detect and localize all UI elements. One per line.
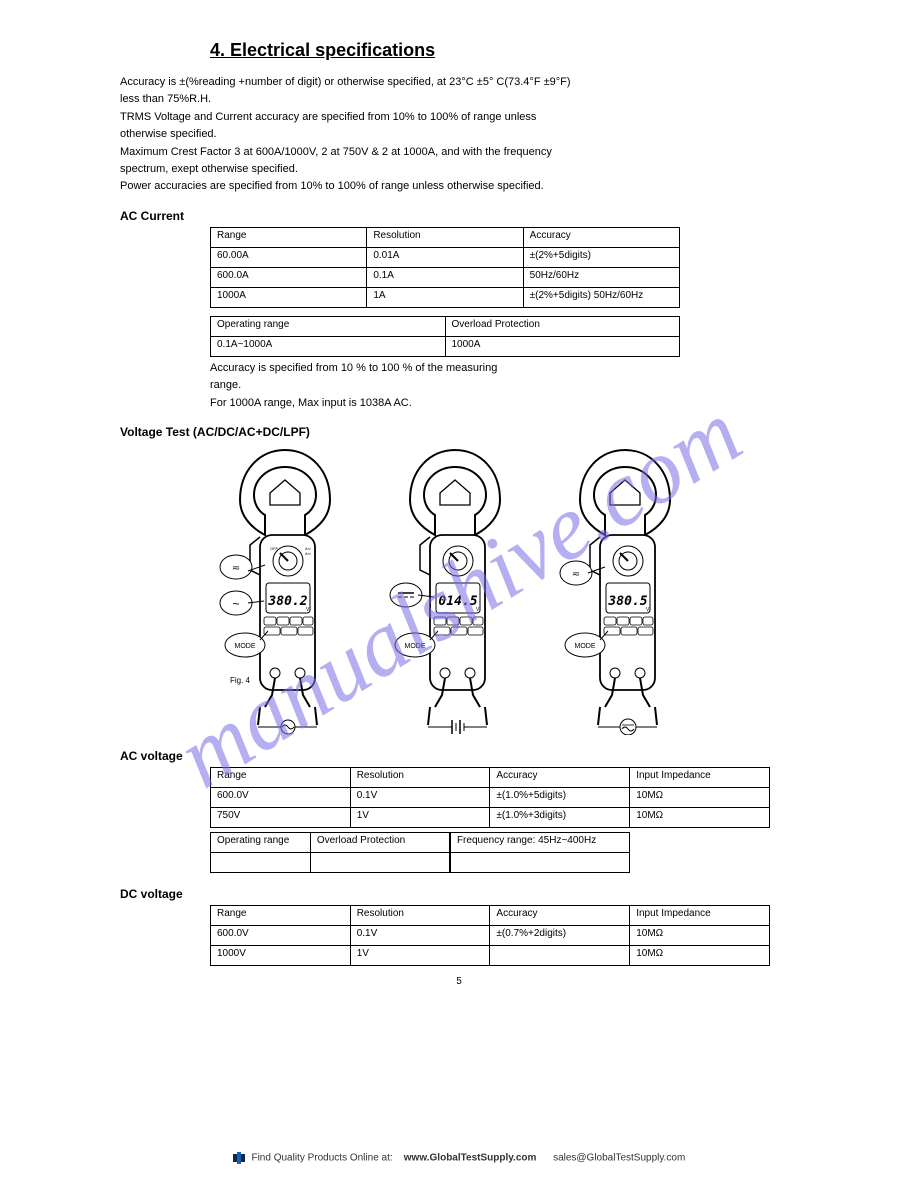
ac-voltage-table: Range Resolution Accuracy Input Impedanc… xyxy=(210,767,770,828)
cell: 10MΩ xyxy=(630,945,770,965)
mode-bubble-icon: ~ xyxy=(232,597,239,611)
dial-bubble-icon: ≂ xyxy=(232,563,240,574)
ac-current-note: range. xyxy=(210,378,828,393)
th-range: Range xyxy=(211,227,367,247)
cell: 1000V xyxy=(211,945,351,965)
th-op-range: Operating range xyxy=(211,316,446,336)
cell: ±(1.0%+5digits) xyxy=(490,787,630,807)
cell: 10MΩ xyxy=(630,925,770,945)
page-number: 5 xyxy=(90,976,828,987)
ac-current-table: Range Resolution Accuracy 60.00A 0.01A ±… xyxy=(210,227,680,308)
intro-line: TRMS Voltage and Current accuracy are sp… xyxy=(120,110,828,125)
th: Input Impedance xyxy=(630,767,770,787)
th: Accuracy xyxy=(490,767,630,787)
cell: 10MΩ xyxy=(630,807,770,827)
mode-bubble-icon: ≂ xyxy=(572,569,580,580)
ac-current-table-b: Operating range Overload Protection 0.1A… xyxy=(210,316,680,357)
cell: 1V xyxy=(350,945,490,965)
dc-voltage-table: Range Resolution Accuracy Input Impedanc… xyxy=(210,905,770,966)
ac-current-note: Accuracy is specified from 10 % to 100 %… xyxy=(210,361,828,376)
mode-button-label: MODE xyxy=(575,643,596,650)
cell: Frequency range: 45Hz~400Hz xyxy=(450,832,630,852)
cell: 600.0V xyxy=(211,925,351,945)
cell: 0.1V xyxy=(350,787,490,807)
intro-line: otherwise specified. xyxy=(120,127,828,142)
cell: Overload Protection xyxy=(310,832,450,852)
ac-voltage-heading: AC voltage xyxy=(120,749,828,763)
cell: 600.0V xyxy=(211,787,351,807)
cell: 750V xyxy=(211,807,351,827)
figure-caption: Fig. 4 xyxy=(230,676,251,685)
intro-line: Power accuracies are specified from 10% … xyxy=(120,179,828,194)
cell: 0.1A~1000A xyxy=(211,336,446,356)
lcd-reading: 014.5 xyxy=(438,594,477,609)
dial-label: OFF xyxy=(270,546,279,551)
footer-text: Find Quality Products Online at: xyxy=(251,1153,392,1164)
intro-block: Accuracy is ±(%reading +number of digit)… xyxy=(90,75,828,195)
ac-voltage-table-b: Operating range Overload Protection Freq… xyxy=(210,832,630,873)
dial-label: A≂ xyxy=(305,551,311,556)
cell: 1000A xyxy=(211,287,367,307)
lcd-reading: 380.2 xyxy=(267,594,307,609)
th: Input Impedance xyxy=(630,905,770,925)
th-accuracy: Accuracy xyxy=(523,227,679,247)
cell: ±(2%+5digits) 50Hz/60Hz xyxy=(523,287,679,307)
cell: ±(1.0%+3digits) xyxy=(490,807,630,827)
cell: 10MΩ xyxy=(630,787,770,807)
footer-site: www.GlobalTestSupply.com xyxy=(404,1153,537,1164)
meter-dc-figure: 014.5 V xyxy=(380,445,530,735)
section-title: 4. Electrical specifications xyxy=(210,40,828,61)
intro-line: spectrum, exept otherwise specified. xyxy=(120,162,828,177)
ac-current-heading: AC Current xyxy=(120,209,828,223)
cell: 50Hz/60Hz xyxy=(523,267,679,287)
th: Range xyxy=(211,905,351,925)
lcd-reading: 380.5 xyxy=(607,594,647,609)
cell: ±(2%+5digits) xyxy=(523,247,679,267)
figure-row: A≂ A≂ OFF 380.2 V xyxy=(210,445,828,735)
th-resolution: Resolution xyxy=(367,227,523,247)
cell xyxy=(310,852,450,872)
th: Range xyxy=(211,767,351,787)
cell xyxy=(211,852,311,872)
cell: Operating range xyxy=(211,832,311,852)
cell: 0.1V xyxy=(350,925,490,945)
voltage-heading: Voltage Test (AC/DC/AC+DC/LPF) xyxy=(120,425,828,439)
ac-current-note: For 1000A range, Max input is 1038A AC. xyxy=(210,396,828,411)
footer-icon xyxy=(233,1152,245,1164)
th-overload: Overload Protection xyxy=(445,316,680,336)
meter-acdc-figure: 380.5 V ≂ MODE xyxy=(550,445,700,735)
cell: ±(0.7%+2digits) xyxy=(490,925,630,945)
th: Resolution xyxy=(350,767,490,787)
cell xyxy=(450,852,630,872)
cell: 0.01A xyxy=(367,247,523,267)
cell: 600.0A xyxy=(211,267,367,287)
intro-line: Maximum Crest Factor 3 at 600A/1000V, 2 … xyxy=(120,145,828,160)
cell: 1A xyxy=(367,287,523,307)
meter-ac-figure: A≂ A≂ OFF 380.2 V xyxy=(210,445,360,735)
cell: 1V xyxy=(350,807,490,827)
cell: 1000A xyxy=(445,336,680,356)
cell: 60.00A xyxy=(211,247,367,267)
mode-button-label: MODE xyxy=(235,643,256,650)
cell xyxy=(490,945,630,965)
cell: 0.1A xyxy=(367,267,523,287)
footer: Find Quality Products Online at: www.Glo… xyxy=(0,1152,918,1164)
th: Accuracy xyxy=(490,905,630,925)
intro-line: less than 75%R.H. xyxy=(120,92,828,107)
footer-email: sales@GlobalTestSupply.com xyxy=(553,1153,685,1164)
th: Resolution xyxy=(350,905,490,925)
intro-line: Accuracy is ±(%reading +number of digit)… xyxy=(120,75,828,90)
page: 4. Electrical specifications Accuracy is… xyxy=(0,0,918,1188)
mode-button-label: MODE xyxy=(405,643,426,650)
dc-voltage-heading: DC voltage xyxy=(120,887,828,901)
